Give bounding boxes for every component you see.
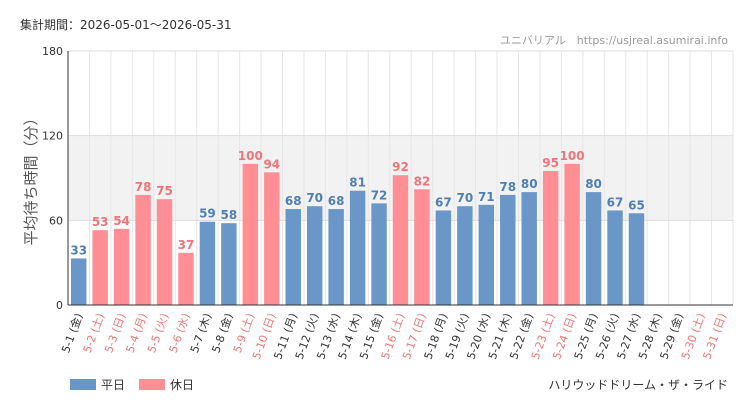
data-label: 68: [285, 194, 302, 208]
legend-item-weekday: 平日: [70, 376, 125, 393]
data-label: 94: [263, 157, 280, 171]
legend-label-weekday: 平日: [101, 378, 126, 392]
data-label: 37: [178, 238, 195, 252]
bar: [92, 230, 108, 305]
data-label: 72: [371, 188, 388, 202]
y-tick-label: 180: [42, 45, 63, 58]
legend-swatch-holiday: [139, 379, 166, 390]
y-tick-label: 60: [49, 214, 63, 227]
ride-name: ハリウッドドリーム・ザ・ライド: [548, 378, 728, 392]
data-label: 71: [478, 190, 495, 204]
legend-swatch-weekday: [70, 379, 96, 390]
bar: [585, 192, 602, 305]
data-label: 70: [306, 191, 323, 205]
bar: [113, 228, 130, 305]
bar: [71, 258, 87, 305]
bar: [199, 221, 216, 305]
data-label: 59: [199, 207, 216, 221]
data-label: 65: [628, 198, 645, 212]
bar: [156, 199, 173, 305]
bar: [349, 190, 366, 305]
data-label: 80: [521, 177, 538, 191]
bar: [457, 206, 473, 305]
bar: [607, 210, 623, 305]
data-label: 70: [457, 191, 474, 205]
data-label: 100: [560, 149, 585, 163]
legend-item-holiday: 休日: [139, 376, 194, 393]
axes: [67, 51, 733, 306]
bar: [306, 206, 323, 305]
data-label: 78: [499, 180, 516, 194]
legend: 平日 休日: [70, 376, 194, 393]
bar: [628, 213, 645, 305]
bar: [414, 189, 430, 305]
data-label: 54: [113, 214, 130, 228]
y-tick-label: 0: [56, 299, 63, 312]
legend-label-holiday: 休日: [170, 378, 195, 392]
data-label: 81: [349, 176, 366, 190]
data-label: 53: [92, 215, 109, 229]
data-label: 33: [70, 243, 87, 257]
data-label: 75: [156, 184, 173, 198]
data-label: 67: [607, 195, 624, 209]
data-label: 82: [414, 174, 431, 188]
bar: [285, 209, 301, 305]
y-axis-ticks: 0 60 120 180: [42, 45, 63, 312]
data-label: 95: [542, 156, 559, 170]
bar: [371, 203, 387, 305]
data-label: 78: [135, 180, 152, 194]
bar: [221, 223, 237, 305]
bar: [564, 163, 580, 305]
bars: [71, 163, 645, 305]
data-label: 92: [392, 160, 409, 174]
site-watermark: ユニバリアル https://usjreal.asumirai.info: [499, 34, 728, 47]
bar: [178, 252, 194, 305]
data-label: 67: [435, 195, 452, 209]
bar: [521, 192, 537, 305]
bar: [328, 209, 344, 305]
collection-period: 集計期間：2026-05-01〜2026-05-31: [20, 18, 232, 32]
bar: [264, 172, 280, 305]
data-label: 100: [238, 149, 263, 163]
y-axis-label: 平均待ち時間（分）: [22, 110, 40, 245]
data-label: 68: [328, 194, 345, 208]
bar: [242, 163, 259, 305]
bar: [435, 210, 452, 305]
bar: [542, 170, 559, 305]
data-label: 58: [221, 208, 238, 222]
bar: [500, 194, 516, 305]
bar: [392, 175, 409, 305]
bar: [478, 204, 495, 305]
x-axis-ticks: 5-1 (金)5-2 (土)5-3 (日)5-4 (月)5-5 (火)5-6 (…: [58, 311, 729, 361]
y-tick-label: 120: [42, 130, 63, 143]
data-label: 80: [585, 177, 602, 191]
bar: [135, 194, 151, 305]
